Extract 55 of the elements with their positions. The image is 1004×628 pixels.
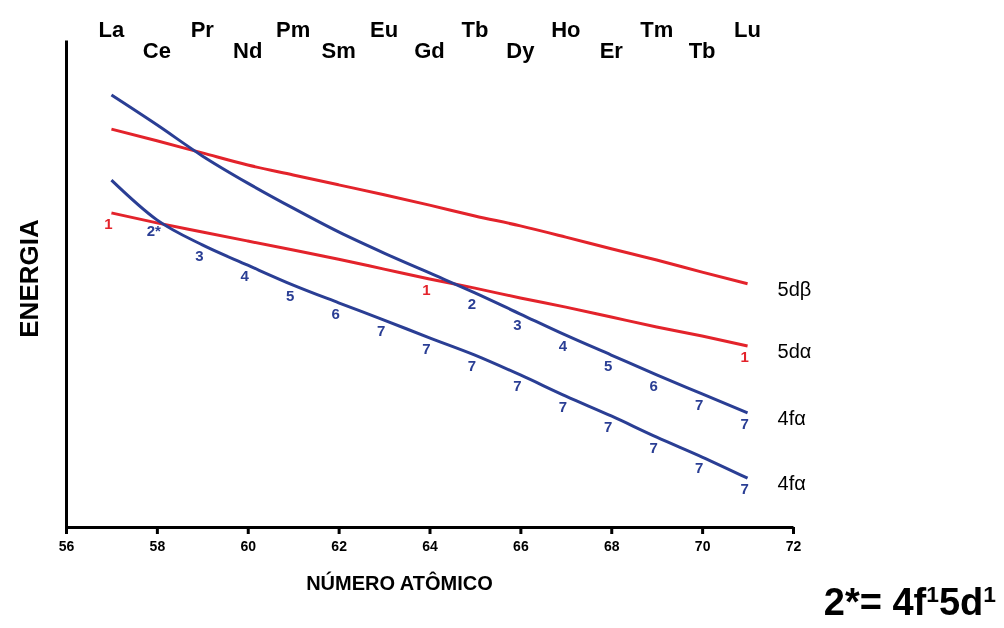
- annotation: 2*: [146, 222, 162, 240]
- annotation: 7: [376, 322, 386, 340]
- annotation: 7: [740, 415, 749, 433]
- annotation: 7: [694, 396, 704, 414]
- x-axis-title: NÚMERO ATÔMICO: [306, 571, 493, 594]
- text: Er: [599, 38, 624, 63]
- text: Sm: [321, 38, 356, 63]
- x-tick-label: 68: [603, 538, 620, 554]
- x-tick-label: 66: [513, 538, 529, 554]
- annotation: 7: [422, 339, 431, 357]
- annotation: 1: [104, 215, 113, 233]
- annotation: 7: [558, 398, 567, 416]
- annotation: 1: [422, 281, 431, 299]
- text: Tm: [640, 17, 674, 42]
- text: Lu: [734, 17, 762, 42]
- text: Eu: [370, 17, 399, 42]
- series-label: 5dα: [777, 339, 812, 362]
- annotation: 1: [740, 348, 749, 366]
- annotation: 3: [513, 316, 522, 334]
- annotation: 6: [649, 377, 658, 395]
- annotation: 7: [694, 459, 704, 477]
- annotation: 4: [558, 337, 568, 355]
- x-tick-label: 58: [149, 538, 166, 554]
- text: Tb: [688, 38, 716, 63]
- annotation: 7: [649, 439, 658, 457]
- annotation: 5: [286, 287, 295, 305]
- y-axis-title: ENERGIA: [14, 219, 44, 338]
- series-label: 4fα: [777, 472, 806, 495]
- text: Tb: [461, 17, 489, 42]
- annotation: 4: [240, 267, 250, 285]
- annotation: 7: [513, 377, 522, 395]
- text: Gd: [414, 38, 445, 63]
- x-tick-label: 72: [785, 538, 802, 554]
- series-label: 5dβ: [777, 277, 812, 300]
- annotation: 7: [604, 418, 613, 436]
- series-label: 4fα: [777, 406, 806, 429]
- annotation: 7: [467, 357, 477, 375]
- annotation: 7: [740, 480, 749, 498]
- text: Dy: [506, 38, 536, 63]
- x-tick-label: 70: [694, 538, 711, 554]
- annotation: 6: [331, 305, 340, 322]
- text: Pr: [190, 17, 215, 42]
- annotation: 3: [195, 247, 204, 265]
- text: Nd: [233, 38, 263, 63]
- x-tick-label: 62: [331, 538, 348, 554]
- text: Ho: [551, 17, 581, 42]
- text: 2*= 4f$^{1}$5d$^{1}$: [823, 581, 997, 623]
- x-tick-label: 60: [240, 538, 257, 554]
- text: Ce: [142, 38, 171, 63]
- x-tick-label: 64: [422, 538, 438, 554]
- text: La: [98, 17, 126, 42]
- text: Pm: [276, 17, 311, 42]
- annotation: 2: [467, 295, 477, 313]
- x-tick-label: 56: [58, 538, 75, 554]
- annotation: 5: [604, 357, 613, 375]
